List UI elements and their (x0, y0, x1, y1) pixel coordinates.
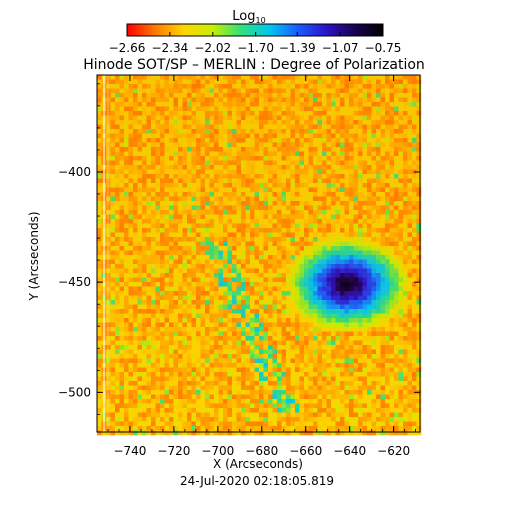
colorbar-label: Log10 (232, 9, 265, 25)
colorbar-tick-label: −2.66 (109, 41, 146, 55)
colorbar-tick-label: −2.34 (151, 41, 188, 55)
colorbar-tick-label: −1.39 (279, 41, 316, 55)
plot-area (96, 74, 422, 436)
colorbar (126, 23, 384, 37)
chart-title: Hinode SOT/SP – MERLIN : Degree of Polar… (83, 57, 425, 73)
colorbar-tick-label: −0.75 (365, 41, 402, 55)
colorbar-ticks: −2.66 −2.34 −2.02 −1.70 −1.39 −1.07 −0.75 (109, 32, 402, 55)
colorbar-tick-label: −1.07 (322, 41, 359, 55)
colorbar-tick-label: −1.70 (237, 41, 274, 55)
colorbar-tick-label: −2.02 (194, 41, 231, 55)
